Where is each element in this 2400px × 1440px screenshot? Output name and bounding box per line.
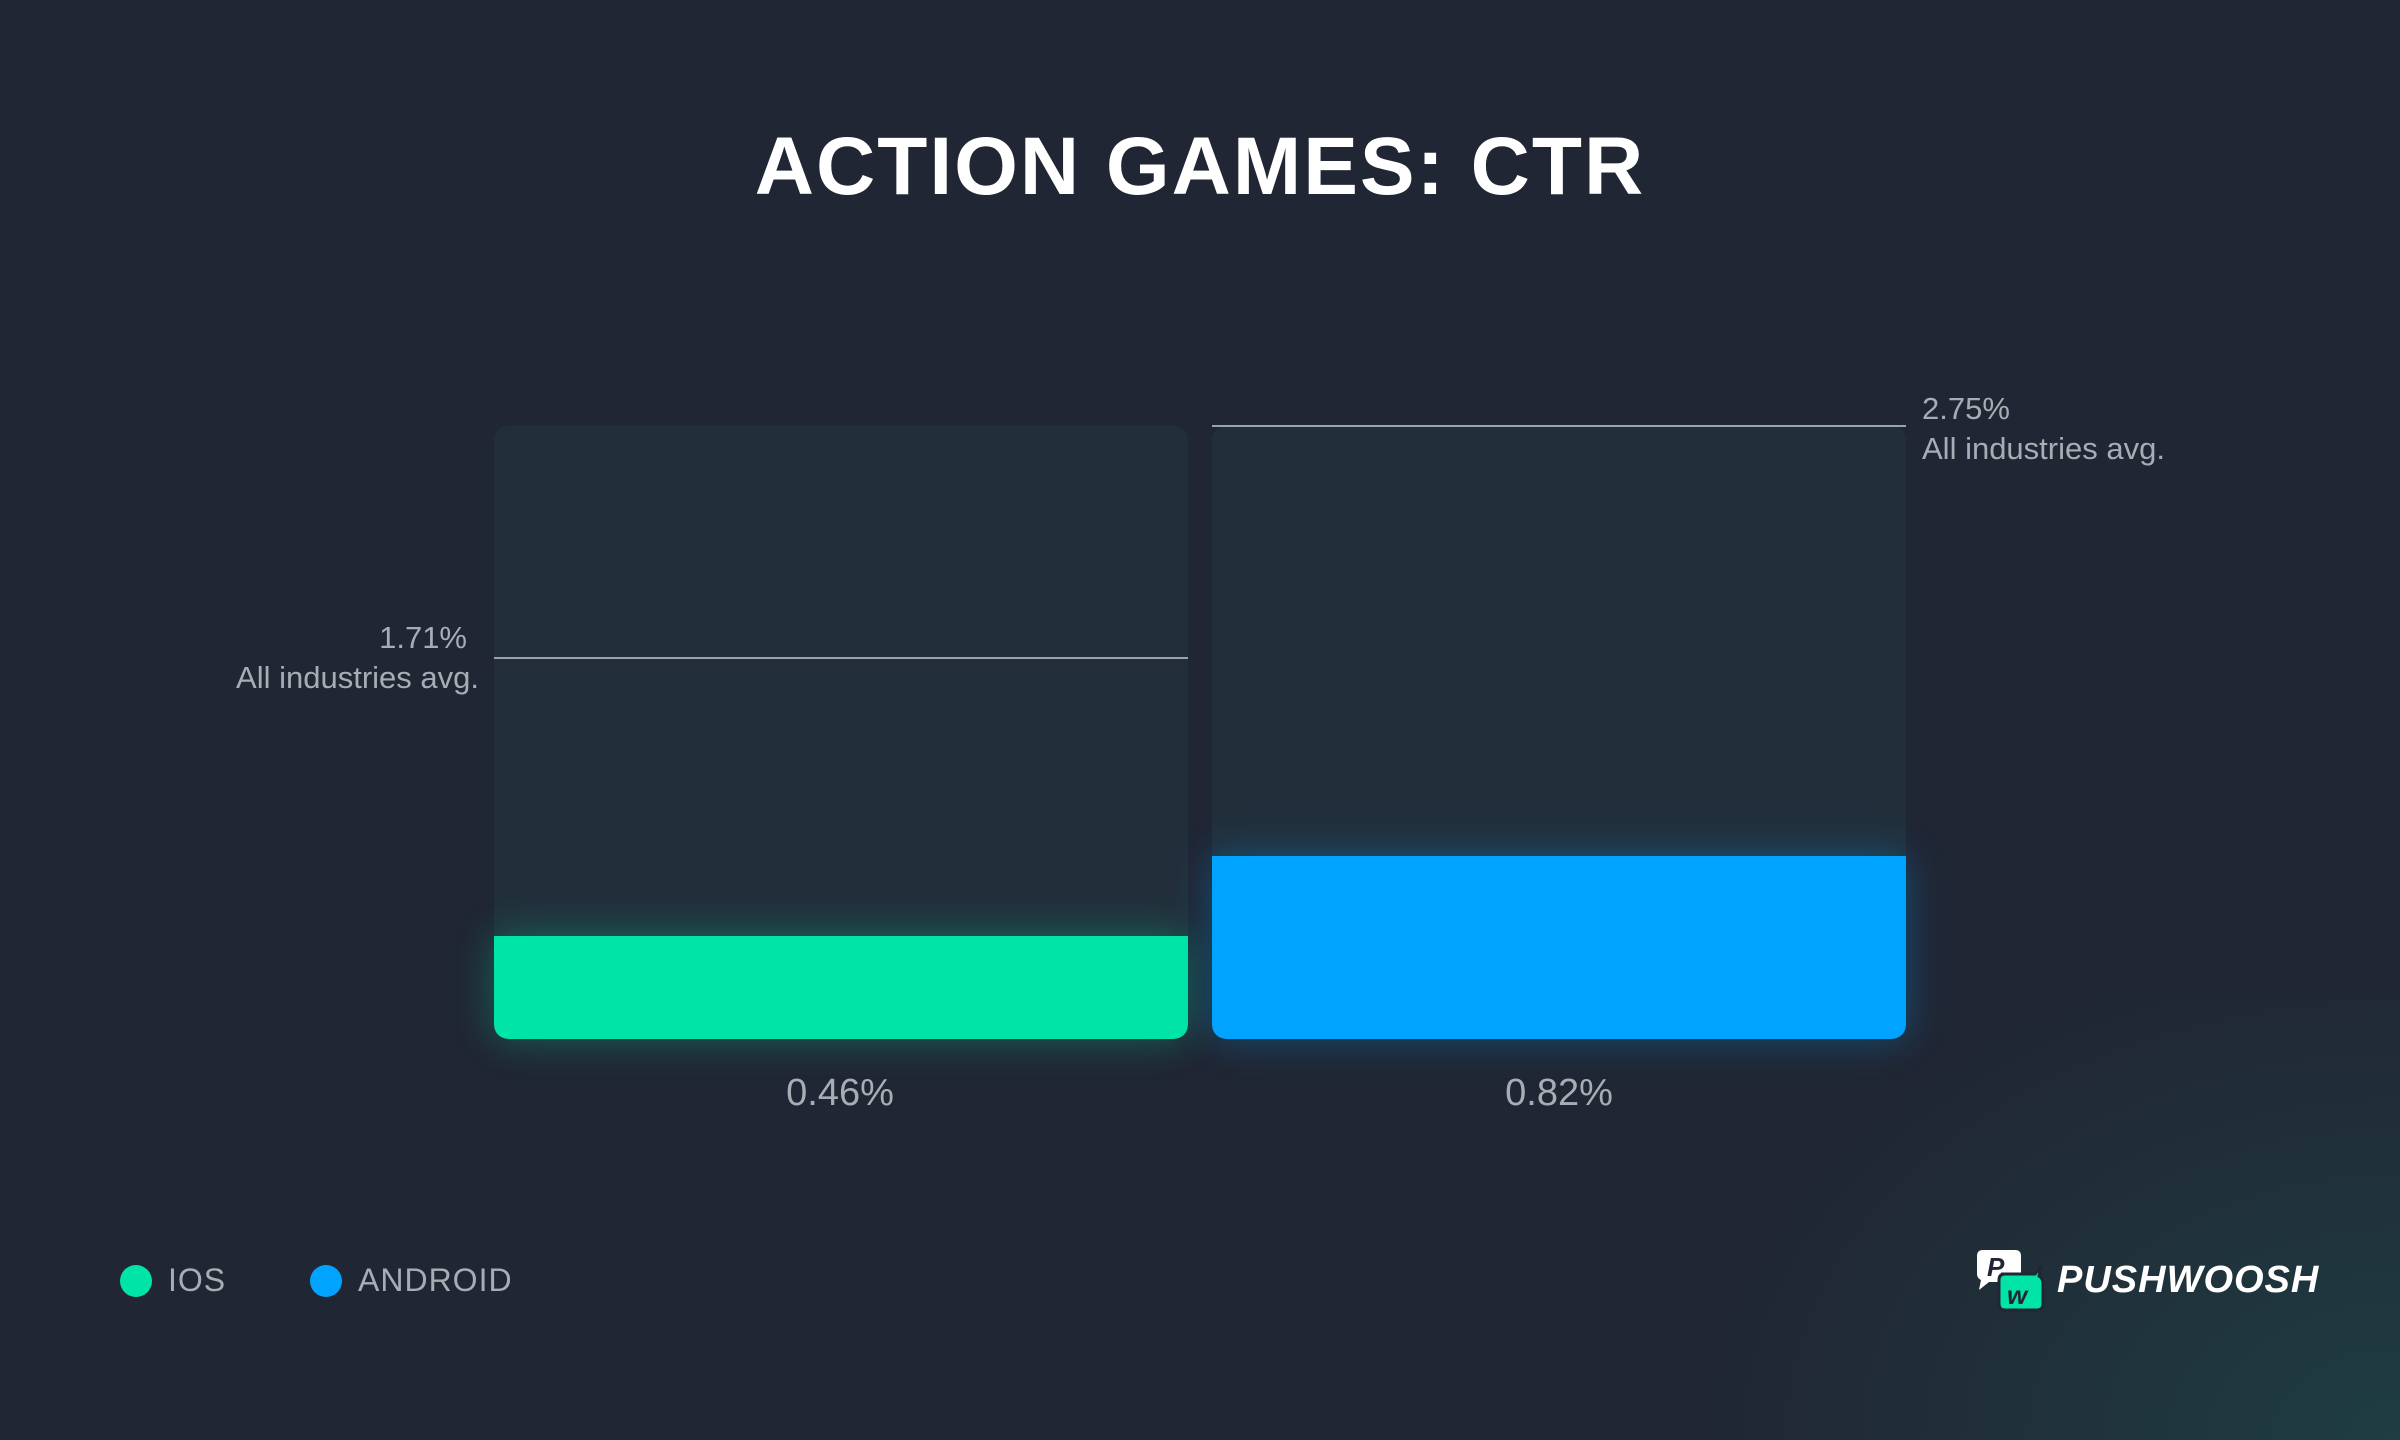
legend-dot-ios — [120, 1264, 152, 1297]
svg-text:w: w — [2007, 1280, 2029, 1310]
avg-line-android — [1212, 425, 1906, 427]
bar-android — [1212, 856, 1906, 1039]
ref-text-ios: All industries avg. — [236, 660, 479, 695]
value-label-android: 0.82% — [1505, 1072, 1613, 1114]
legend-item-ios: IOS — [120, 1262, 226, 1299]
legend-dot-android — [310, 1264, 342, 1297]
legend-item-android: ANDROID — [310, 1262, 513, 1299]
ref-text-android: All industries avg. — [1922, 431, 2165, 466]
legend-label-ios: IOS — [168, 1262, 227, 1298]
bar-track-android — [1212, 426, 1906, 1039]
background-glow — [1500, 1000, 2400, 1440]
bar-track-ios — [494, 426, 1188, 1039]
legend-label-android: ANDROID — [358, 1262, 513, 1298]
value-label-ios: 0.46% — [786, 1072, 894, 1114]
pushwoosh-logo-icon: P w — [1977, 1250, 2045, 1312]
ref-value-android: 2.75% — [1922, 391, 2010, 426]
bar-ios — [494, 936, 1188, 1039]
bar-glow-ios — [494, 936, 1188, 1039]
bar-glow-android — [1212, 856, 1906, 1039]
brand-name: PUSHWOOSH — [2057, 1258, 2320, 1301]
avg-line-ios — [494, 656, 1188, 659]
pushwoosh-logo: P w PUSHWOOSH — [1975, 1248, 2319, 1312]
ref-value-ios: 1.71% — [379, 620, 467, 655]
chart-title: ACTION GAMES: CTR — [754, 121, 1646, 212]
